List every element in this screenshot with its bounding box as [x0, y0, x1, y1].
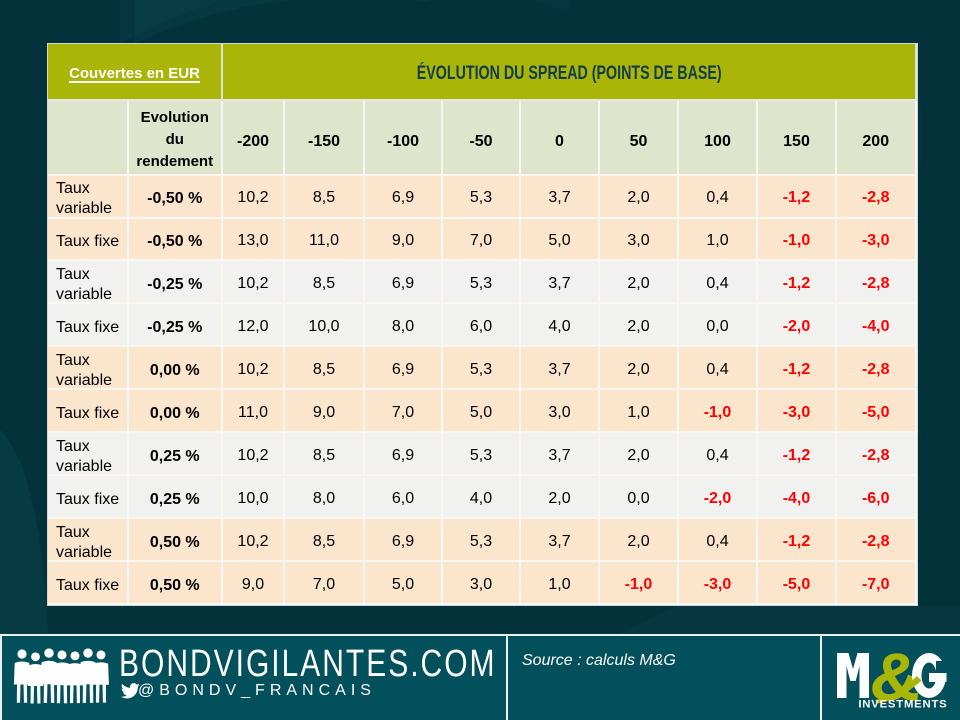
svg-text:INVESTMENTS: INVESTMENTS [858, 699, 947, 711]
